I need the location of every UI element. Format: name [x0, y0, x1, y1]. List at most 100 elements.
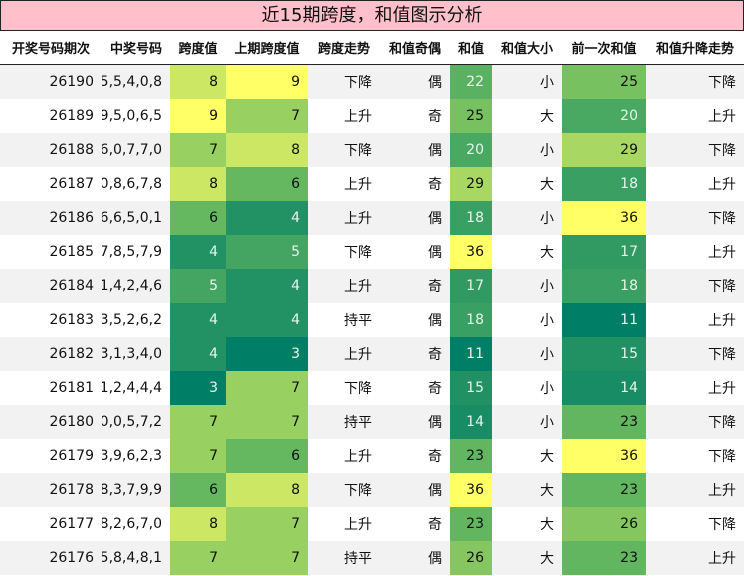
sum-trend-cell: 下降 [708, 347, 736, 363]
sum-size-cell: 大 [540, 449, 554, 465]
prev-sum-cell: 20 [562, 99, 646, 133]
sum-size-cell: 大 [540, 551, 554, 567]
prev-sum-cell: 25 [562, 65, 646, 99]
sum-cell: 11 [450, 337, 492, 371]
table-body: 26190 5,5,4,0,8 8 9 下降偶 22 小 25 下降 26189 9,5,0,6,5… [0, 65, 744, 576]
table-row: 26178 8,3,7,9,9 6 8 下降 偶 36 大 23 上升 [0, 473, 744, 507]
sum-parity-cell: 偶 [428, 211, 442, 227]
sum-trend-cell: 上升 [708, 483, 736, 499]
sum-parity-cell: 奇 [428, 517, 442, 533]
issue-cell: 26183 [49, 312, 94, 328]
sum-parity-cell: 偶 [428, 483, 442, 499]
numbers-cell: 0,8,6,7,8 [102, 176, 162, 192]
prev-sum-cell: 17 [562, 235, 646, 269]
numbers-cell: 5,8,4,8,1 [102, 550, 162, 566]
table-row: 26185 7,8,5,7,9 4 5 下降 偶 36 大 17 上升 [0, 235, 744, 269]
sum-parity-cell: 偶 [428, 415, 442, 431]
prev-span-cell: 4 [226, 201, 308, 235]
numbers-cell: 0,0,5,7,2 [102, 414, 162, 430]
header-sum-size: 和值大小 [500, 42, 553, 57]
issue-cell: 26178 [49, 482, 94, 498]
numbers-cell: 7,8,5,7,9 [102, 244, 162, 260]
span-trend-cell: 上升 [344, 109, 372, 125]
sum-parity-cell: 奇 [428, 381, 442, 397]
sum-cell: 20 [450, 133, 492, 167]
sum-parity-cell: 奇 [428, 347, 442, 363]
sum-parity-cell: 奇 [428, 177, 442, 193]
sum-parity-cell: 奇 [428, 109, 442, 125]
numbers-cell: 8,3,7,9,9 [102, 482, 162, 498]
sum-size-cell: 大 [540, 109, 554, 125]
table-row: 26186 6,6,5,0,1 6 4 上升 偶 18 小 36 下降 [0, 201, 744, 235]
sum-cell: 23 [450, 507, 492, 541]
sum-cell: 36 [450, 235, 492, 269]
header-numbers: 中奖号码 [109, 42, 162, 57]
span-trend-cell: 下降 [344, 143, 372, 159]
span-cell: 4 [170, 235, 226, 269]
sum-trend-cell: 下降 [708, 211, 736, 227]
header-prev-span: 上期跨度值 [234, 42, 300, 57]
header-sum: 和值 [457, 42, 484, 57]
span-trend-cell: 下降 [344, 75, 372, 91]
prev-span-cell: 7 [226, 507, 308, 541]
span-trend-cell: 下降 [344, 245, 372, 261]
prev-sum-cell: 18 [562, 167, 646, 201]
sum-size-cell: 大 [540, 483, 554, 499]
span-cell: 4 [170, 337, 226, 371]
sum-trend-cell: 下降 [708, 449, 736, 465]
span-trend-cell: 上升 [344, 211, 372, 227]
table-row: 26179 3,9,6,2,3 7 6 上升 奇 23 大 36 下降 [0, 439, 744, 473]
sum-parity-cell: 偶 [428, 143, 442, 159]
table-row: 26184 1,4,2,4,6 5 4 上升 奇 17 小 18 下降 [0, 269, 744, 303]
sum-trend-cell: 下降 [708, 279, 736, 295]
sum-trend-cell: 下降 [708, 517, 736, 533]
sum-cell: 23 [450, 439, 492, 473]
span-trend-cell: 下降 [344, 381, 372, 397]
sum-size-cell: 小 [540, 415, 554, 431]
prev-sum-cell: 14 [562, 371, 646, 405]
header-sum-parity: 和值奇偶 [388, 42, 441, 57]
sum-cell: 26 [450, 541, 492, 575]
sum-cell: 17 [450, 269, 492, 303]
sum-size-cell: 大 [540, 245, 554, 261]
sum-trend-cell: 上升 [708, 313, 736, 329]
prev-sum-cell: 11 [562, 303, 646, 337]
sum-trend-cell: 上升 [708, 381, 736, 397]
sum-size-cell: 小 [540, 143, 554, 159]
span-cell: 8 [170, 65, 226, 99]
prev-span-cell: 8 [226, 133, 308, 167]
issue-cell: 26188 [49, 142, 94, 158]
span-cell: 4 [170, 303, 226, 337]
sum-trend-cell: 下降 [708, 75, 736, 91]
prev-span-cell: 7 [226, 99, 308, 133]
header-span: 跨度值 [178, 42, 218, 57]
sum-cell: 25 [450, 99, 492, 133]
span-trend-cell: 下降 [344, 483, 372, 499]
sum-trend-cell: 上升 [708, 109, 736, 125]
sum-parity-cell: 偶 [428, 313, 442, 329]
sum-cell: 29 [450, 167, 492, 201]
sum-size-cell: 小 [540, 211, 554, 227]
header-prev-sum: 前一次和值 [571, 42, 637, 57]
sum-parity-cell: 偶 [428, 551, 442, 567]
span-trend-cell: 持平 [344, 415, 372, 431]
prev-span-cell: 4 [226, 269, 308, 303]
sum-size-cell: 小 [540, 381, 554, 397]
span-trend-cell: 上升 [344, 347, 372, 363]
prev-span-cell: 5 [226, 235, 308, 269]
span-trend-cell: 上升 [344, 177, 372, 193]
header-issue: 开奖号码期次 [11, 42, 90, 57]
prev-span-cell: 8 [226, 473, 308, 507]
issue-cell: 26187 [49, 176, 94, 192]
sum-parity-cell: 奇 [428, 449, 442, 465]
prev-span-cell: 7 [226, 405, 308, 439]
span-cell: 7 [170, 541, 226, 575]
prev-sum-cell: 23 [562, 541, 646, 575]
issue-cell: 26185 [49, 244, 94, 260]
issue-cell: 26182 [49, 346, 94, 362]
issue-cell: 26189 [49, 108, 94, 124]
header-span-trend: 跨度走势 [317, 42, 370, 57]
table-row: 26180 0,0,5,7,2 7 7 持平 偶 14 小 23 下降 [0, 405, 744, 439]
span-trend-cell: 持平 [344, 551, 372, 567]
prev-span-cell: 6 [226, 167, 308, 201]
